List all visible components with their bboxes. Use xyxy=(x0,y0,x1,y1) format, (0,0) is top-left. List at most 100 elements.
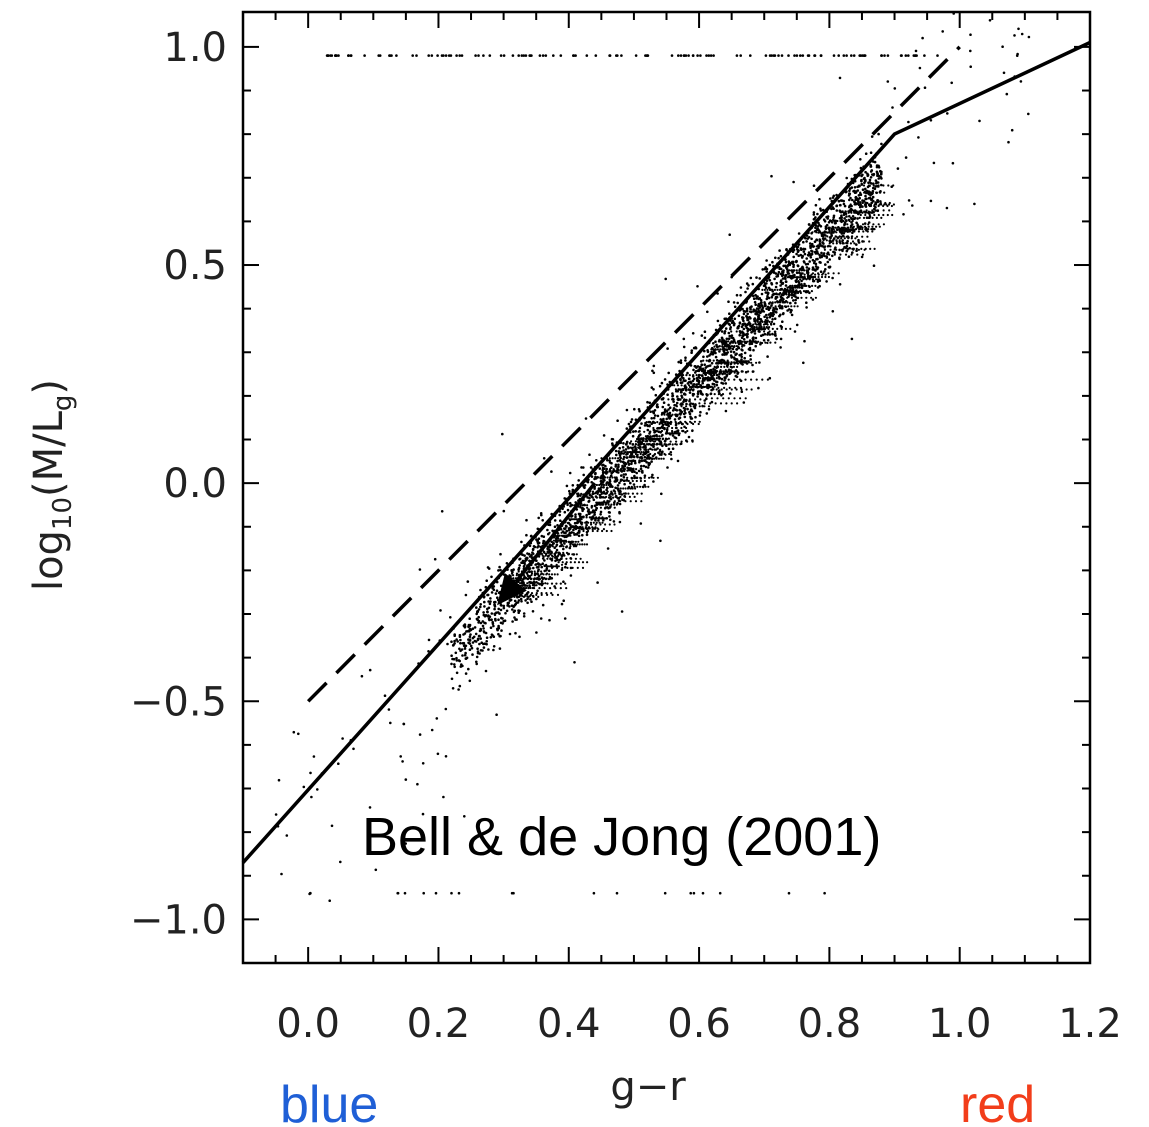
data-point xyxy=(675,401,679,405)
data-point xyxy=(757,328,761,331)
data-point xyxy=(608,523,611,526)
data-point xyxy=(468,623,472,627)
data-point xyxy=(833,237,836,240)
data-point xyxy=(785,293,788,296)
data-point xyxy=(542,582,545,585)
data-point xyxy=(450,654,453,657)
data-point xyxy=(618,492,621,495)
data-point xyxy=(727,378,730,381)
data-point xyxy=(497,607,501,611)
data-point xyxy=(885,203,888,206)
data-point xyxy=(1002,71,1006,75)
data-point xyxy=(727,340,730,343)
data-point xyxy=(613,476,616,479)
data-point xyxy=(702,359,705,362)
data-point xyxy=(829,237,832,240)
data-point xyxy=(860,182,863,186)
data-point xyxy=(766,341,769,345)
data-point xyxy=(565,545,569,548)
data-point xyxy=(556,565,559,568)
data-point xyxy=(864,194,867,198)
data-point xyxy=(870,228,873,231)
data-point xyxy=(733,322,736,325)
data-point xyxy=(833,219,836,223)
data-point xyxy=(775,281,778,285)
data-point xyxy=(830,229,834,232)
data-point xyxy=(792,286,795,289)
data-point xyxy=(734,374,738,378)
data-point xyxy=(579,516,582,519)
data-point xyxy=(752,336,755,339)
data-point xyxy=(667,398,670,401)
data-point xyxy=(860,174,863,178)
data-point xyxy=(766,333,769,336)
data-point xyxy=(556,573,559,576)
data-point xyxy=(549,565,552,568)
data-point xyxy=(545,592,548,595)
data-point xyxy=(565,525,568,528)
data-point xyxy=(519,597,523,601)
data-point xyxy=(656,476,660,479)
data-point xyxy=(805,301,808,305)
data-point xyxy=(620,493,624,496)
data-point xyxy=(459,649,462,653)
data-point xyxy=(662,401,666,405)
data-point xyxy=(702,377,705,380)
data-point xyxy=(720,365,723,368)
data-point xyxy=(692,891,696,895)
data-point xyxy=(643,424,647,427)
data-point xyxy=(652,371,656,375)
data-point xyxy=(808,260,811,263)
data-point xyxy=(635,471,638,475)
data-point xyxy=(605,469,608,472)
data-point xyxy=(767,327,770,330)
data-point xyxy=(499,608,503,612)
data-point xyxy=(565,561,568,564)
data-point xyxy=(528,54,531,57)
data-point xyxy=(601,496,605,499)
data-point xyxy=(667,403,670,407)
data-point xyxy=(765,259,768,262)
data-point xyxy=(787,290,790,293)
data-point xyxy=(754,310,758,313)
data-point xyxy=(705,54,708,57)
data-point xyxy=(564,565,567,569)
data-point xyxy=(698,402,701,405)
data-point xyxy=(540,534,544,538)
data-point xyxy=(604,523,607,526)
data-point xyxy=(547,569,551,573)
data-point xyxy=(800,279,803,283)
data-point xyxy=(597,519,600,522)
data-point xyxy=(794,301,797,305)
data-point xyxy=(732,356,736,359)
data-point xyxy=(720,388,723,391)
data-point xyxy=(643,443,646,446)
data-point xyxy=(583,484,587,487)
data-point xyxy=(723,365,726,368)
data-point xyxy=(577,529,580,533)
data-point xyxy=(458,633,462,637)
data-point xyxy=(535,584,538,587)
data-point xyxy=(739,360,742,363)
data-point xyxy=(764,54,768,57)
data-point xyxy=(602,518,605,522)
data-point xyxy=(633,407,636,411)
data-point xyxy=(468,617,472,620)
data-point xyxy=(506,603,510,606)
data-point xyxy=(622,452,625,455)
x-tick-label: 0.2 xyxy=(407,1001,471,1047)
data-point xyxy=(595,501,598,504)
data-point xyxy=(485,579,489,582)
data-point xyxy=(763,332,767,336)
data-point xyxy=(627,459,630,463)
data-point xyxy=(618,446,621,450)
data-point xyxy=(794,280,798,284)
data-point xyxy=(570,557,573,560)
data-point xyxy=(698,414,702,417)
data-point xyxy=(560,602,564,606)
data-point xyxy=(709,369,712,372)
data-point xyxy=(782,264,785,268)
data-point xyxy=(842,242,845,245)
data-point xyxy=(526,556,529,560)
data-point xyxy=(640,464,643,468)
